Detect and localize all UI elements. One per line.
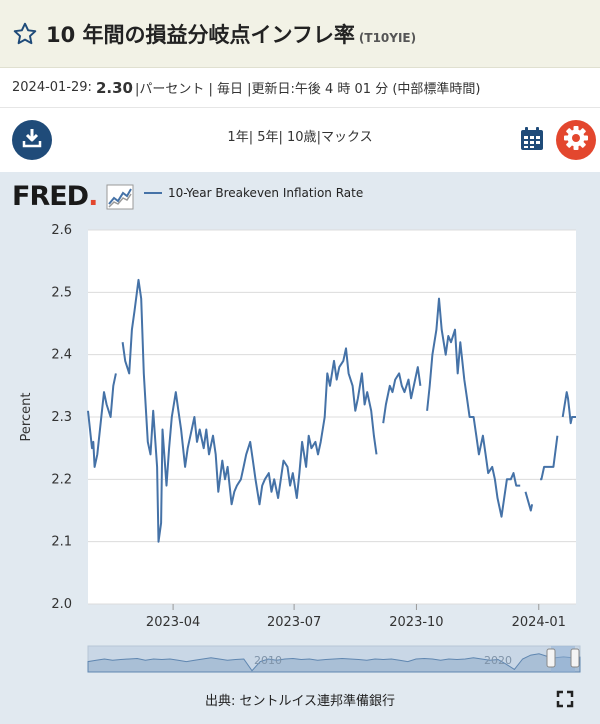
x-tick-label: 2023-04 <box>146 615 200 630</box>
chart-toolbar: 1年| 5年| 10歳|マックス <box>0 108 600 172</box>
calendar-icon <box>519 127 545 156</box>
observation-value: 2.30 <box>95 78 133 97</box>
navigator-series <box>87 653 581 673</box>
series-id: (T10YIE) <box>358 30 417 45</box>
navigator-handle <box>570 648 580 668</box>
range-sep: | <box>248 130 258 145</box>
y-axis-label: Percent <box>19 393 34 442</box>
fred-logo-text: FRED <box>12 181 89 212</box>
navigator-handle <box>546 648 556 668</box>
y-tick-label: 2.3 <box>51 410 72 425</box>
chart-source: 出典: セントルイス連邦準備銀行 <box>204 694 396 709</box>
gear-icon <box>562 124 590 156</box>
legend-swatch <box>144 192 162 194</box>
legend-label: 10-Year Breakeven Inflation Rate <box>168 186 364 200</box>
x-tick-label: 2023-07 <box>267 615 321 630</box>
y-tick-label: 2.2 <box>51 472 72 487</box>
series-meta-details: |パーセント | 毎日 |更新日:午後 4 時 01 分 (中部標準時間) <box>134 82 481 97</box>
y-tick-label: 2.4 <box>51 348 72 363</box>
y-tick-label: 2.0 <box>51 597 72 612</box>
settings-button[interactable] <box>556 120 596 160</box>
range-5y[interactable]: 5年 <box>257 130 279 145</box>
range-max[interactable]: マックス <box>320 130 373 145</box>
page-title: 10 年間の損益分岐点インフレ率 <box>46 22 355 47</box>
y-tick-label: 2.6 <box>51 223 72 238</box>
calendar-button[interactable] <box>519 126 545 152</box>
date-range-options: 1年| 5年| 10歳|マックス <box>0 126 600 145</box>
range-sep: | <box>316 130 321 145</box>
download-icon <box>20 126 44 154</box>
navigator-label: 2010 <box>254 654 282 667</box>
star-icon[interactable] <box>12 21 38 47</box>
fullscreen-icon[interactable] <box>556 690 574 708</box>
chart-svg: 2.0 2.1 2.2 2.3 2.4 2.5 2.6 2023-04 2023-07 2023-… <box>19 223 581 673</box>
fred-logo-mark: . <box>88 181 98 212</box>
range-1y[interactable]: 1年 <box>227 130 249 145</box>
x-tick-label: 2024-01 <box>512 615 566 630</box>
fred-logo[interactable]: FRED. <box>12 181 98 212</box>
title-bar: 10 年間の損益分岐点インフレ率 (T10YIE) <box>0 0 600 68</box>
x-tick-label: 2023-10 <box>389 615 443 630</box>
series-meta: 2024-01-29: 2.30 |パーセント | 毎日 |更新日:午後 4 時… <box>0 68 600 108</box>
range-sep: | <box>278 130 288 145</box>
download-button[interactable] <box>12 120 52 160</box>
series-line <box>87 278 576 543</box>
chart-panel: FRED. 10-Year Breakeven Inflation Rate 2… <box>0 172 600 724</box>
range-10y[interactable]: 10歳 <box>287 130 317 145</box>
y-tick-label: 2.1 <box>51 535 72 550</box>
observation-date: 2024-01-29: <box>12 80 92 95</box>
navigator-label: 2020 <box>484 654 512 667</box>
chart-legend: 10-Year Breakeven Inflation Rate <box>144 186 363 200</box>
fred-graph-icon <box>106 184 134 210</box>
y-tick-label: 2.5 <box>51 285 72 300</box>
